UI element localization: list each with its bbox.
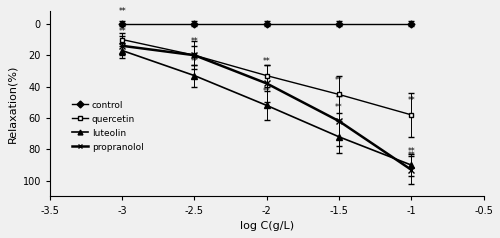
Text: **: ** <box>335 119 343 127</box>
Text: **: ** <box>408 151 415 160</box>
Text: **: ** <box>408 96 415 105</box>
Y-axis label: Relaxation(%): Relaxation(%) <box>7 65 17 143</box>
Text: **: ** <box>118 27 126 36</box>
Text: **: ** <box>263 87 270 96</box>
X-axis label: log C(g/L): log C(g/L) <box>240 221 294 231</box>
Legend: control, quercetin, luteolin, propranolol: control, quercetin, luteolin, propranolo… <box>72 101 144 152</box>
Text: **: ** <box>190 37 198 46</box>
Text: **: ** <box>118 7 126 16</box>
Text: **: ** <box>408 147 415 156</box>
Text: **: ** <box>263 57 270 66</box>
Text: **: ** <box>190 57 198 66</box>
Text: **: ** <box>335 103 343 112</box>
Text: **: ** <box>335 76 343 85</box>
